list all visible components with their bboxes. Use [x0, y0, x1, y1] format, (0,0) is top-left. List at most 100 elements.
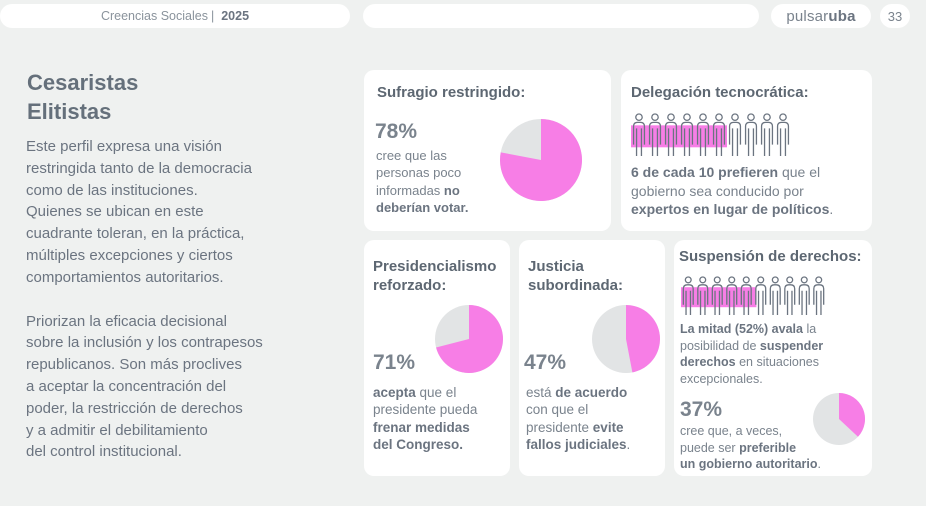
person-icon — [728, 113, 742, 156]
p1-line: comportamientos autoritarios. — [26, 268, 224, 286]
card-presidencialismo-reforzado: Presidencialismo reforzado: 71% acepta q… — [364, 240, 510, 476]
person-icon — [813, 276, 825, 315]
desc-text: en situaciones — [735, 355, 819, 369]
p2-line: republicanos. Son más proclives — [26, 356, 242, 374]
p2-line: y a admitir el debilitamiento — [26, 421, 208, 439]
title-line: subordinada: — [528, 277, 624, 294]
desc-emphasis: suspender — [759, 338, 824, 353]
logo-text-a: pulsar — [786, 7, 829, 25]
page-number-text: 33 — [887, 8, 903, 24]
desc-text: cree que las — [376, 148, 447, 163]
profile-description: Este perfil expresa una visión restringi… — [26, 136, 326, 463]
p1-line: cuadrante toleran, en la práctica, — [26, 225, 245, 243]
people-highlight-bar — [631, 125, 727, 148]
p2-line: sobre la inclusión y los contrapesos — [26, 334, 263, 352]
desc-text: posibilidad de — [680, 338, 760, 353]
person-icon — [697, 276, 709, 315]
people-icon-row — [631, 113, 790, 156]
desc-text: personas poco — [376, 165, 462, 181]
desc-text: con que el — [526, 402, 589, 418]
page-number: 33 — [880, 4, 910, 28]
desc-text: puede ser — [680, 440, 740, 455]
desc-text: . — [626, 436, 631, 452]
person-icon — [760, 113, 774, 156]
pie-slice-value — [626, 305, 660, 373]
card-title: Sufragio restringido: — [377, 84, 526, 101]
card-title: Delegación tecnocrática: — [631, 84, 809, 101]
person-icon — [648, 113, 662, 156]
person-icon — [740, 276, 752, 315]
logo-text-b: uba — [828, 7, 856, 25]
p1-line: Este perfil expresa una visión — [26, 138, 222, 155]
desc-text: que el — [415, 385, 457, 400]
stat-percentage: 71% — [373, 351, 416, 374]
card-sufragio-restringido: Sufragio restringido: 78% cree que las p… — [364, 70, 611, 231]
p2-line: a aceptar la concentración del — [26, 377, 227, 395]
person-icon — [784, 276, 796, 315]
stat-description: 6 de cada 10 prefieren que el gobierno s… — [631, 163, 833, 219]
profile-title-line-1: Cesaristas — [27, 70, 139, 95]
p1-line: restringida tanto de la democracia — [26, 159, 252, 177]
person-icon — [755, 276, 767, 315]
pie-chart — [500, 119, 582, 201]
card-title: Suspensión de derechos: — [679, 248, 862, 265]
desc-text: excepcionales. — [680, 371, 763, 386]
desc-text: informadas — [376, 182, 444, 198]
card-title: Presidencialismo reforzado: — [373, 257, 496, 295]
desc-emphasis: deberían votar. — [376, 199, 469, 215]
people-icon-row — [681, 276, 825, 315]
stat-percentage: 47% — [524, 351, 567, 374]
desc-text: . — [817, 457, 821, 471]
desc-text: está — [526, 385, 556, 400]
title-line: Presidencialismo — [373, 258, 497, 275]
desc-text: presidente pueda — [373, 402, 478, 418]
pie-chart — [813, 393, 865, 445]
card-delegacion-tecnocratica: Delegación tecnocrática: 6 de cada 10 pr… — [621, 70, 872, 231]
card-justicia-subordinada: Justicia subordinada: 47% está de acuerd… — [519, 240, 665, 476]
card-title: Justicia subordinada: — [528, 257, 623, 295]
header-blank-pill — [363, 4, 759, 28]
header-section-title: Creencias Sociales — [100, 9, 208, 23]
header-year: 2025 — [221, 9, 250, 23]
desc-emphasis: 6 de cada 10 prefieren — [631, 164, 779, 180]
person-icon — [776, 113, 790, 156]
description-paragraph-1: Este perfil expresa una visión restringi… — [26, 136, 326, 289]
pie-chart — [592, 305, 660, 373]
person-icon — [664, 113, 678, 156]
p2-line: del control institucional. — [26, 443, 182, 461]
description-paragraph-2: Priorizan la eficacia decisional sobre l… — [26, 311, 326, 464]
stat-description: está de acuerdo con que el presidente ev… — [526, 384, 630, 453]
desc-emphasis: del Congreso. — [373, 436, 464, 452]
desc-emphasis: acepta — [373, 385, 416, 400]
desc-emphasis: expertos en lugar de políticos — [631, 201, 830, 217]
stat-description-2: cree que, a veces, puede ser preferible … — [680, 423, 821, 473]
desc-emphasis: de acuerdo — [555, 385, 628, 400]
desc-text: que el — [778, 164, 821, 180]
desc-emphasis: un gobierno autoritario — [680, 457, 818, 471]
person-icon — [712, 113, 726, 156]
pie-slice-value — [839, 393, 865, 437]
p1-line: Quienes se ubican en este — [26, 203, 204, 221]
person-icon — [798, 276, 810, 315]
desc-text: presidente — [526, 419, 593, 435]
header-section-pill: Creencias Sociales | 2025 — [0, 4, 350, 28]
card-suspension-derechos: Suspensión de derechos: La mitad (52%) a… — [674, 240, 872, 476]
desc-emphasis: preferible — [739, 440, 797, 455]
desc-text: . — [829, 201, 834, 217]
pulsar-uba-logo: pulsar uba — [771, 4, 871, 28]
pie-slice-value — [436, 305, 503, 373]
desc-emphasis: no — [443, 182, 460, 198]
desc-emphasis: La mitad (52%) avala — [680, 322, 803, 336]
person-icon — [632, 113, 646, 156]
desc-text: gobierno sea conducido por — [631, 182, 804, 199]
p2-line: Priorizan la eficacia decisional — [26, 312, 227, 330]
desc-emphasis: fallos judiciales — [526, 436, 627, 452]
person-icon — [711, 276, 723, 315]
p1-line: múltiples excepciones y ciertos — [26, 246, 233, 264]
stat-percentage: 37% — [680, 398, 723, 421]
desc-text: cree que, a veces, — [680, 424, 783, 438]
pie-slice-value — [500, 119, 582, 201]
desc-text: la — [802, 322, 817, 336]
stat-description: La mitad (52%) avala la posibilidad de s… — [680, 321, 823, 387]
header-separator: | — [210, 9, 215, 23]
